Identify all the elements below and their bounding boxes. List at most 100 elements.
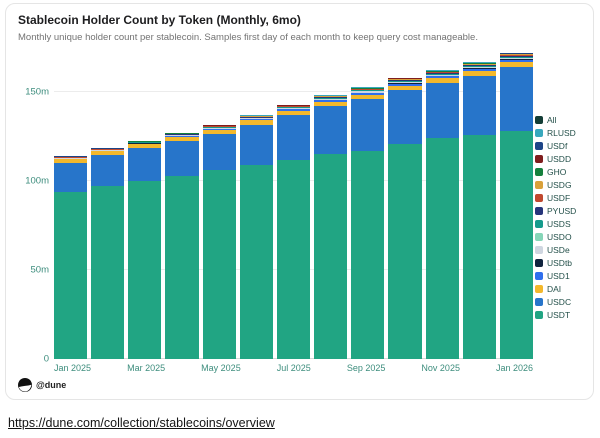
legend-item-gho[interactable]: GHO <box>535 167 587 177</box>
bar-segment-usd1[interactable] <box>351 92 385 95</box>
legend-item-pyusd[interactable]: PYUSD <box>535 206 587 216</box>
bar-segment-usde[interactable] <box>276 108 311 109</box>
bar-segment-usdc[interactable] <box>276 115 311 160</box>
bar-segment-usdc[interactable] <box>499 67 534 132</box>
bar-segment-dai[interactable] <box>425 78 459 84</box>
bar-segment-usde[interactable] <box>351 91 385 93</box>
bar-segment-dai[interactable] <box>388 85 422 91</box>
bar-nov-2025[interactable] <box>425 51 459 359</box>
bar-aug-2025[interactable] <box>314 51 348 359</box>
legend-item-usdo[interactable]: USDO <box>535 232 587 242</box>
bar-segment-usd1[interactable] <box>388 83 422 86</box>
bar-segment-usdt[interactable] <box>314 154 348 359</box>
bar-segment-usdt[interactable] <box>276 159 311 359</box>
bar-segment-dai[interactable] <box>165 136 199 141</box>
bar-segment-usde[interactable] <box>425 74 459 76</box>
bar-segment-usdc[interactable] <box>351 99 385 151</box>
bar-segment-rlusd[interactable] <box>499 52 534 54</box>
bar-segment-usdf[interactable] <box>462 64 496 66</box>
bar-segment-usdt[interactable] <box>388 143 422 359</box>
bar-segment-dai[interactable] <box>314 101 348 107</box>
bar-segment-usde[interactable] <box>388 82 422 84</box>
bar-segment-usdt[interactable] <box>91 186 125 359</box>
bar-segment-usdc[interactable] <box>54 163 88 192</box>
bar-segment-pyusd[interactable] <box>276 106 311 108</box>
bar-segment-usd1[interactable] <box>165 136 199 137</box>
bar-segment-usdt[interactable] <box>239 164 273 359</box>
bar-segment-usds[interactable] <box>425 73 459 75</box>
bar-segment-usd1[interactable] <box>202 128 236 130</box>
bar-segment-dai[interactable] <box>54 159 88 164</box>
bar-jan-2025[interactable] <box>54 51 88 359</box>
bar-segment-usdc[interactable] <box>128 148 162 181</box>
bar-segment-usde[interactable] <box>462 67 496 69</box>
bar-segment-usd1[interactable] <box>462 69 496 72</box>
bar-segment-usdg[interactable] <box>351 88 385 90</box>
bar-segment-usdg[interactable] <box>462 63 496 65</box>
bar-segment-usdc[interactable] <box>91 155 125 187</box>
bar-segment-usds[interactable] <box>499 56 534 58</box>
bar-segment-usdg[interactable] <box>499 54 534 56</box>
bar-segment-usds[interactable] <box>351 90 385 92</box>
bar-segment-usdf[interactable] <box>388 79 422 81</box>
bar-segment-dai[interactable] <box>351 94 385 100</box>
bar-segment-usdc[interactable] <box>462 75 496 135</box>
bar-segment-usds[interactable] <box>314 97 348 99</box>
bar-segment-pyusd[interactable] <box>239 117 273 118</box>
bar-segment-usde[interactable] <box>165 135 199 136</box>
bar-segment-usde[interactable] <box>499 58 534 60</box>
legend-item-usds[interactable]: USDS <box>535 219 587 229</box>
bar-segment-rlusd[interactable] <box>351 87 385 88</box>
bar-segment-usdg[interactable] <box>314 96 348 97</box>
bar-segment-usdc[interactable] <box>239 124 273 165</box>
bar-segment-rlusd[interactable] <box>388 77 422 79</box>
bar-jul-2025[interactable] <box>276 51 311 359</box>
bar-segment-pyusd[interactable] <box>388 80 422 81</box>
bar-segment-pyusd[interactable] <box>202 126 236 128</box>
bar-may-2025[interactable] <box>202 51 236 359</box>
footer-link[interactable]: https://dune.com/collection/stablecoins/… <box>8 416 275 430</box>
bar-segment-usde[interactable] <box>239 118 273 120</box>
bar-segment-usdc[interactable] <box>165 140 199 176</box>
bar-segment-dai[interactable] <box>202 129 236 134</box>
bar-segment-usds[interactable] <box>202 127 236 128</box>
bar-segment-usde[interactable] <box>202 127 236 129</box>
bar-segment-usdc[interactable] <box>202 133 236 171</box>
bar-segment-usde[interactable] <box>91 150 125 151</box>
bar-oct-2025[interactable] <box>388 51 422 359</box>
legend-item-usdtb[interactable]: USDtb <box>535 258 587 268</box>
bar-segment-usde[interactable] <box>128 142 162 144</box>
bar-dec-2025[interactable] <box>462 51 496 359</box>
bar-segment-dai[interactable] <box>239 120 273 125</box>
bar-feb-2025[interactable] <box>91 51 125 359</box>
bar-segment-pyusd[interactable] <box>499 55 534 57</box>
bar-segment-usdc[interactable] <box>314 106 348 155</box>
bar-segment-usde[interactable] <box>54 158 88 159</box>
bar-segment-usdtb[interactable] <box>499 59 534 60</box>
bar-segment-usdc[interactable] <box>388 90 422 144</box>
legend-item-usdg[interactable]: USDG <box>535 180 587 190</box>
bar-segment-usdtb[interactable] <box>462 68 496 69</box>
bar-segment-usdt[interactable] <box>165 175 199 359</box>
legend-item-usdf[interactable]: USDf <box>535 141 587 151</box>
legend-item-usdd[interactable]: USDD <box>535 154 587 164</box>
bar-segment-usdt[interactable] <box>54 191 88 359</box>
bar-segment-rlusd[interactable] <box>425 70 459 71</box>
bar-segment-usds[interactable] <box>388 80 422 82</box>
legend-item-dai[interactable]: DAI <box>535 284 587 294</box>
bar-segment-dai[interactable] <box>276 110 311 116</box>
bar-segment-pyusd[interactable] <box>165 134 199 135</box>
bar-segment-usdf[interactable] <box>499 55 534 56</box>
bar-segment-usd1[interactable] <box>239 119 273 121</box>
bar-segment-usdt[interactable] <box>202 170 236 359</box>
bar-segment-usd1[interactable] <box>499 59 534 63</box>
bar-segment-pyusd[interactable] <box>351 89 385 91</box>
bar-segment-usdf[interactable] <box>351 89 385 90</box>
legend-item-usde[interactable]: USDe <box>535 245 587 255</box>
bar-segment-usdg[interactable] <box>425 71 459 73</box>
bar-segment-usdt[interactable] <box>351 150 385 359</box>
bar-segment-pyusd[interactable] <box>425 72 459 74</box>
bar-segment-usde[interactable] <box>314 98 348 100</box>
bar-sep-2025[interactable] <box>351 51 385 359</box>
bar-segment-usd1[interactable] <box>425 76 459 79</box>
